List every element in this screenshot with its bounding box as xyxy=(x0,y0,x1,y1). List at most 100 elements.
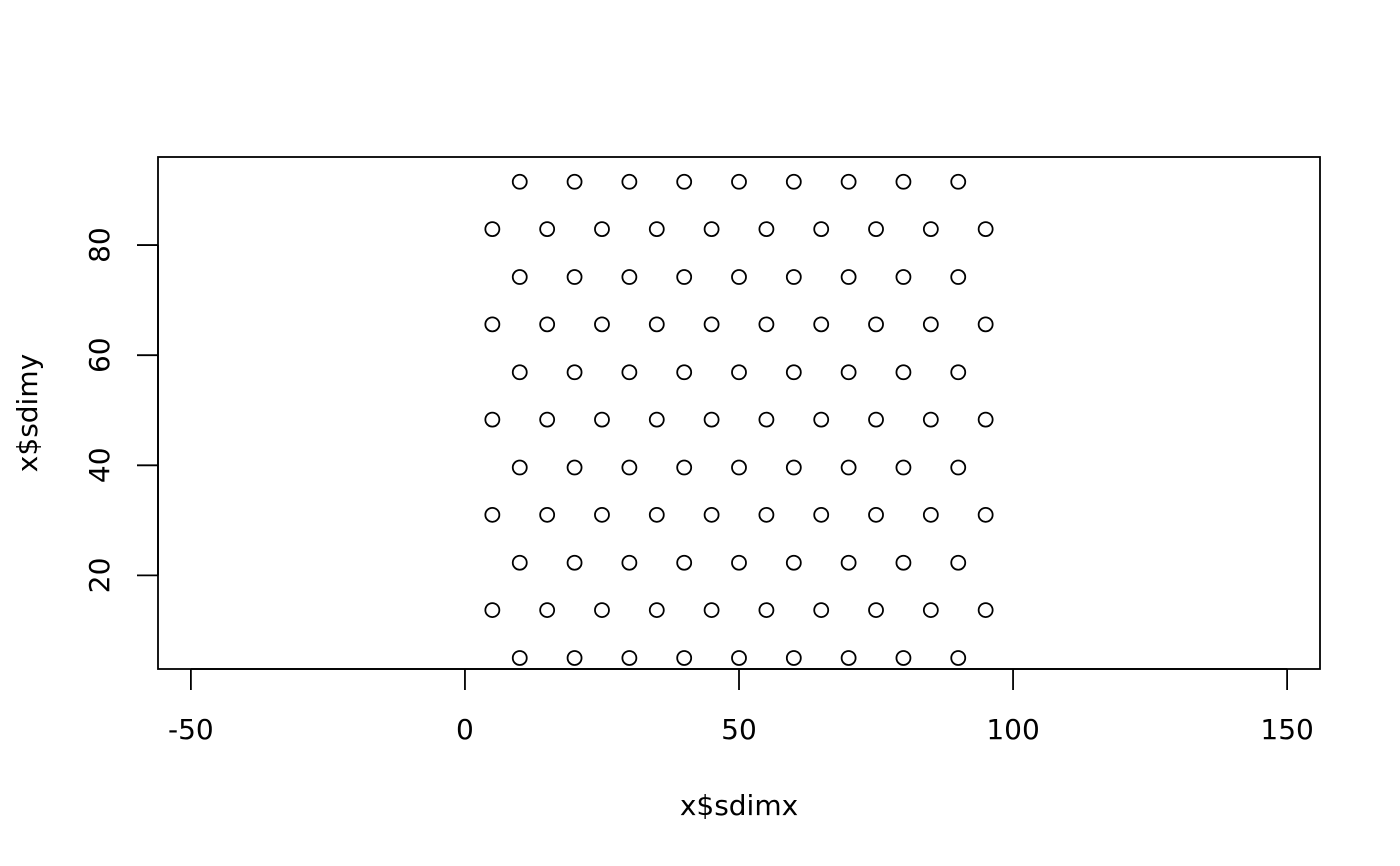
data-point xyxy=(840,269,857,285)
data-point xyxy=(539,506,556,523)
y-axis-title: x$sdimy xyxy=(11,354,44,472)
data-point xyxy=(731,554,747,571)
data-point xyxy=(703,411,720,428)
x-tick-label: 150 xyxy=(1260,713,1313,746)
data-point xyxy=(594,221,610,238)
data-point xyxy=(922,221,939,238)
data-point xyxy=(950,269,967,285)
data-point xyxy=(758,506,775,523)
data-point xyxy=(621,364,638,381)
data-point xyxy=(621,173,638,190)
data-point xyxy=(758,221,775,238)
data-point xyxy=(813,221,830,238)
data-point xyxy=(566,650,583,666)
data-point xyxy=(977,221,994,238)
data-point xyxy=(566,269,583,285)
data-point xyxy=(511,459,528,476)
data-point xyxy=(566,554,583,571)
x-tick-label: 50 xyxy=(721,713,757,746)
data-point xyxy=(676,364,693,381)
data-point xyxy=(868,411,884,428)
data-point xyxy=(813,411,830,428)
data-point xyxy=(594,602,610,618)
data-point xyxy=(703,221,720,238)
data-point xyxy=(731,269,747,285)
data-point xyxy=(511,173,528,190)
data-point xyxy=(511,650,528,666)
data-points xyxy=(484,173,994,666)
data-point xyxy=(840,459,857,476)
data-point xyxy=(840,364,857,381)
data-point xyxy=(950,459,967,476)
data-point xyxy=(868,221,884,238)
data-point xyxy=(895,269,912,285)
data-point xyxy=(539,221,556,238)
data-point xyxy=(511,364,528,381)
data-point xyxy=(648,411,665,428)
data-point xyxy=(648,602,665,618)
data-point xyxy=(977,316,994,333)
y-axis: 20 40 60 80 xyxy=(83,227,159,594)
data-point xyxy=(566,173,583,190)
data-point xyxy=(676,554,693,571)
data-point xyxy=(922,411,939,428)
data-point xyxy=(840,554,857,571)
data-point xyxy=(895,173,912,190)
data-point xyxy=(895,650,912,666)
data-point xyxy=(785,364,802,381)
data-point xyxy=(594,506,610,523)
data-point xyxy=(594,316,610,333)
data-point xyxy=(813,602,830,618)
data-point xyxy=(758,602,775,618)
data-point xyxy=(785,173,802,190)
data-point xyxy=(731,459,747,476)
data-point xyxy=(621,269,638,285)
data-point xyxy=(895,554,912,571)
x-axis-title: x$sdimx xyxy=(680,789,798,822)
data-point xyxy=(511,554,528,571)
data-point xyxy=(785,554,802,571)
data-point xyxy=(621,650,638,666)
data-point xyxy=(922,316,939,333)
data-point xyxy=(840,173,857,190)
plot-area-border xyxy=(157,156,1321,670)
data-point xyxy=(785,269,802,285)
data-point xyxy=(484,221,501,238)
data-point xyxy=(621,554,638,571)
data-point xyxy=(703,506,720,523)
data-point xyxy=(676,173,693,190)
data-point xyxy=(922,506,939,523)
data-point xyxy=(785,459,802,476)
data-point xyxy=(868,506,884,523)
data-point xyxy=(484,602,501,618)
data-point xyxy=(539,602,556,618)
data-point xyxy=(977,602,994,618)
data-point xyxy=(758,411,775,428)
data-point xyxy=(950,364,967,381)
x-axis: -50 0 50 100 150 xyxy=(168,668,1314,746)
data-point xyxy=(950,650,967,666)
data-point xyxy=(731,364,747,381)
data-point xyxy=(895,459,912,476)
y-tick-label: 80 xyxy=(83,227,116,263)
data-point xyxy=(703,602,720,618)
data-point xyxy=(758,316,775,333)
x-tick-label: 100 xyxy=(986,713,1039,746)
data-point xyxy=(621,459,638,476)
data-point xyxy=(484,316,501,333)
data-point xyxy=(703,316,720,333)
data-point xyxy=(539,316,556,333)
data-point xyxy=(977,411,994,428)
data-point xyxy=(950,554,967,571)
data-point xyxy=(813,316,830,333)
data-point xyxy=(511,269,528,285)
data-point xyxy=(594,411,610,428)
data-point xyxy=(731,173,747,190)
data-point xyxy=(648,506,665,523)
data-point xyxy=(566,364,583,381)
x-tick-label: -50 xyxy=(168,713,214,746)
y-tick-label: 20 xyxy=(83,558,116,594)
data-point xyxy=(484,411,501,428)
data-point xyxy=(648,316,665,333)
